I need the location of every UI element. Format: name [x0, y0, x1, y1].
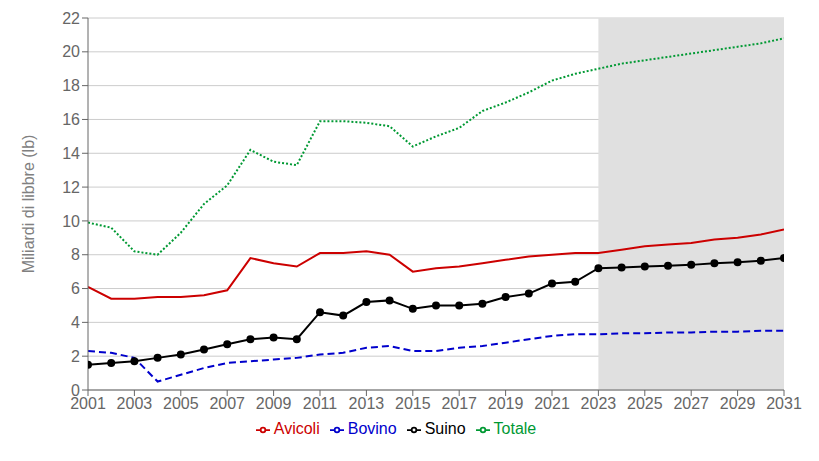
- svg-text:12: 12: [62, 179, 80, 196]
- svg-text:2001: 2001: [70, 395, 106, 413]
- svg-text:2025: 2025: [627, 395, 663, 412]
- svg-text:2021: 2021: [534, 395, 570, 412]
- svg-text:2009: 2009: [256, 395, 292, 412]
- svg-text:8: 8: [71, 246, 80, 263]
- svg-text:14: 14: [62, 145, 80, 162]
- html-text:Avicoli: Avicoli: [273, 420, 320, 437]
- svg-text:2017: 2017: [441, 395, 477, 412]
- svg-text:20: 20: [62, 43, 80, 60]
- svg-text:2011: 2011: [303, 395, 338, 412]
- svg-text:10: 10: [62, 213, 80, 230]
- svg-text:2: 2: [71, 348, 80, 365]
- svg-text:2023: 2023: [581, 395, 617, 412]
- svg-text:6: 6: [71, 280, 80, 297]
- svg-text:2027: 2027: [673, 395, 709, 412]
- svg-text:0: 0: [71, 382, 80, 399]
- svg-text:4: 4: [71, 314, 80, 331]
- html-text:Bovino: Bovino: [347, 420, 397, 437]
- svg-text:16: 16: [62, 111, 80, 128]
- svg-text:2013: 2013: [349, 395, 385, 412]
- svg-text:2005: 2005: [163, 395, 199, 412]
- svg-text:2007: 2007: [209, 395, 245, 412]
- svg-text:2015: 2015: [395, 395, 431, 412]
- svg-text:18: 18: [62, 77, 80, 94]
- svg-text:2031: 2031: [766, 395, 802, 412]
- svg-text:2029: 2029: [720, 395, 756, 412]
- svg-text:2019: 2019: [488, 395, 524, 412]
- svg-text:22: 22: [62, 10, 80, 27]
- svg-text:2003: 2003: [117, 395, 153, 412]
- html-text:Suino: Suino: [424, 420, 466, 437]
- svg-text:Miliardi di libbre (lb): Miliardi di libbre (lb): [20, 135, 37, 274]
- html-text:Totale: Totale: [493, 420, 537, 437]
